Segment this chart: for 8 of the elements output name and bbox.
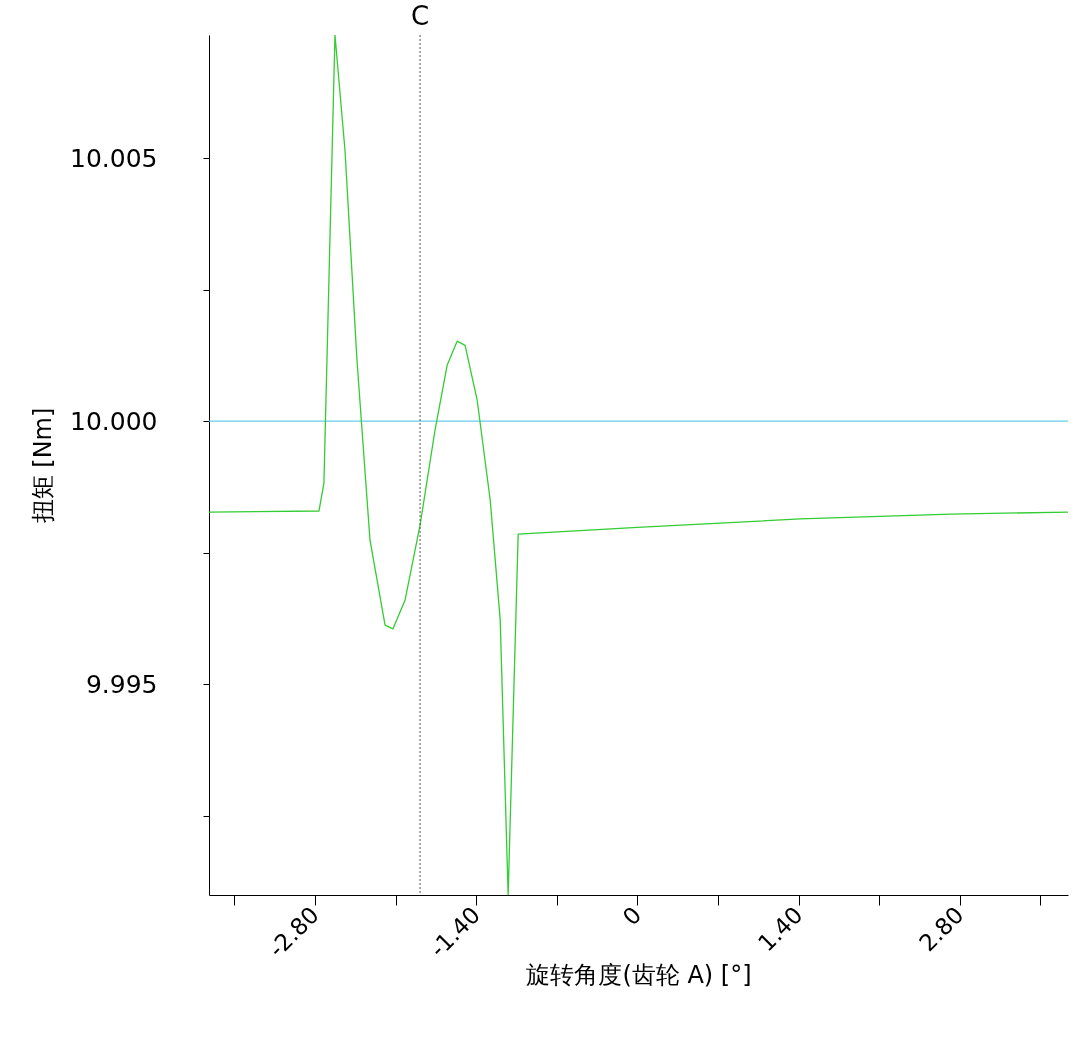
y-tick-label: 10.005 [70,143,158,173]
x-tick-label: 0 [617,901,647,931]
ref-line-label: C [410,1,430,31]
y-tick-label: 10.000 [70,406,158,436]
y-tick-label: 9.995 [85,669,158,699]
y-axis-title: 扭矩 [Nm] [29,407,58,524]
x-axis-title: 旋转角度(齿轮 A) [°] [526,961,752,990]
line-series [209,35,1068,895]
